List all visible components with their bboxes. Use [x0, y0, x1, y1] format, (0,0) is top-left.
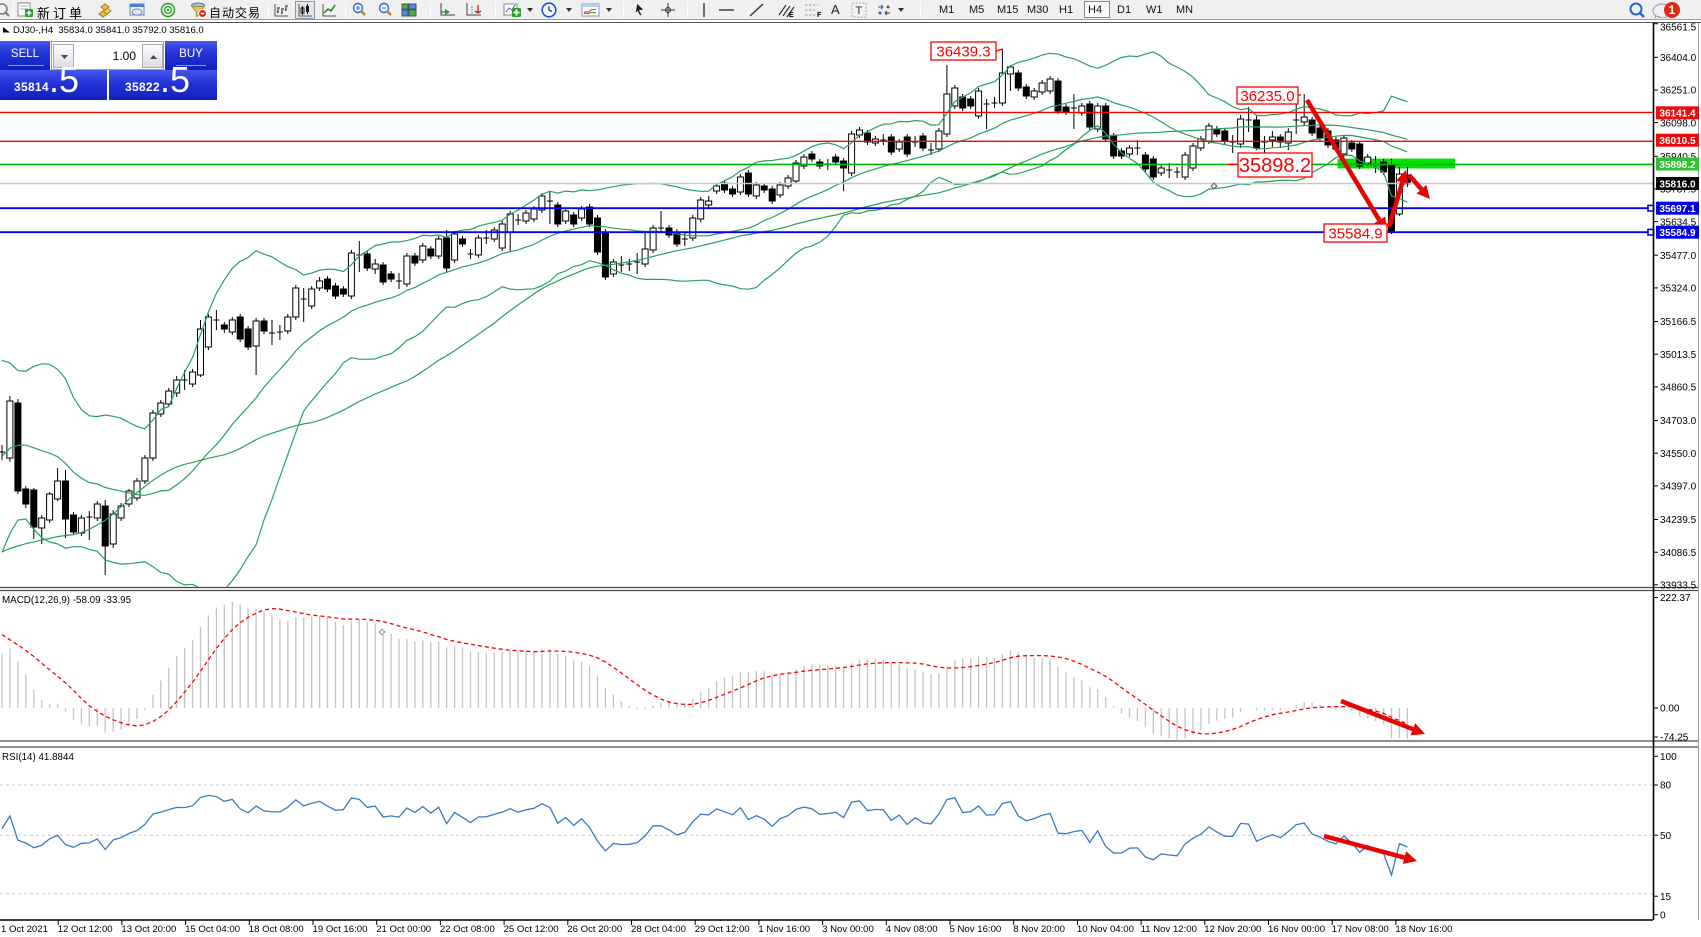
svg-text:25 Oct 12:00: 25 Oct 12:00	[504, 924, 559, 935]
svg-text:29 Oct 12:00: 29 Oct 12:00	[695, 924, 750, 935]
svg-text:T: T	[856, 5, 863, 17]
svg-text:0: 0	[1660, 910, 1666, 921]
svg-text:15: 15	[1660, 892, 1672, 903]
svg-text:12 Nov 20:00: 12 Nov 20:00	[1204, 924, 1261, 935]
svg-text:36235.0: 36235.0	[1240, 88, 1294, 105]
svg-text:26 Oct 20:00: 26 Oct 20:00	[567, 924, 622, 935]
svg-text:8 Nov 20:00: 8 Nov 20:00	[1013, 924, 1065, 935]
svg-text:34860.5: 34860.5	[1660, 383, 1697, 394]
svg-text:100: 100	[1660, 752, 1677, 763]
svg-text:36439.3: 36439.3	[936, 43, 990, 60]
svg-text:28 Oct 04:00: 28 Oct 04:00	[631, 924, 686, 935]
svg-text:34086.5: 34086.5	[1660, 548, 1697, 559]
svg-text:13 Oct 20:00: 13 Oct 20:00	[121, 924, 176, 935]
svg-text:5 Nov 16:00: 5 Nov 16:00	[950, 924, 1002, 935]
svg-text:17 Nov 08:00: 17 Nov 08:00	[1332, 924, 1389, 935]
svg-text:34239.5: 34239.5	[1660, 515, 1697, 526]
svg-text:36141.4: 36141.4	[1659, 109, 1696, 120]
svg-text:19 Oct 16:00: 19 Oct 16:00	[313, 924, 368, 935]
svg-text:35898.2: 35898.2	[1239, 155, 1311, 177]
svg-text:222.37: 222.37	[1660, 593, 1691, 604]
svg-text:35324.0: 35324.0	[1660, 284, 1697, 295]
svg-text:DJ30-,H4 35834.0 35841.0 3579: DJ30-,H4 35834.0 35841.0 35792.0 35816.0	[13, 25, 204, 36]
svg-text:35584.9: 35584.9	[1659, 228, 1696, 239]
svg-text:0.00: 0.00	[1660, 704, 1680, 715]
svg-text:3 Nov 00:00: 3 Nov 00:00	[822, 924, 874, 935]
svg-text:E: E	[789, 12, 794, 18]
svg-text:21 Oct 00:00: 21 Oct 00:00	[376, 924, 431, 935]
svg-text:35816.0: 35816.0	[1659, 179, 1696, 190]
svg-text:22 Oct 08:00: 22 Oct 08:00	[440, 924, 495, 935]
svg-text:MACD(12,26,9) -58.09 -33.95: MACD(12,26,9) -58.09 -33.95	[2, 595, 132, 606]
svg-text:1 Nov 16:00: 1 Nov 16:00	[758, 924, 810, 935]
svg-text:35584.9: 35584.9	[1328, 225, 1382, 242]
svg-text:34703.0: 34703.0	[1660, 416, 1697, 427]
svg-text:36010.5: 36010.5	[1659, 136, 1696, 147]
svg-text:18 Oct 08:00: 18 Oct 08:00	[249, 924, 304, 935]
svg-text:36561.5: 36561.5	[1660, 23, 1697, 34]
svg-text:11 Nov 12:00: 11 Nov 12:00	[1141, 924, 1197, 935]
svg-text:35697.1: 35697.1	[1659, 204, 1696, 215]
svg-text:35898.2: 35898.2	[1659, 160, 1696, 171]
svg-text:34397.0: 34397.0	[1660, 482, 1697, 493]
svg-text:10 Nov 04:00: 10 Nov 04:00	[1077, 924, 1134, 935]
svg-text:35013.5: 35013.5	[1660, 350, 1697, 361]
svg-text:35634.5: 35634.5	[1660, 217, 1697, 228]
svg-text:12 Oct 12:00: 12 Oct 12:00	[58, 924, 113, 935]
svg-text:50: 50	[1660, 831, 1672, 842]
svg-text:1 Oct 2021: 1 Oct 2021	[1, 924, 48, 935]
svg-text:35166.5: 35166.5	[1660, 317, 1697, 328]
svg-text:18 Nov 16:00: 18 Nov 16:00	[1395, 924, 1452, 935]
svg-text:1: 1	[1669, 3, 1676, 17]
svg-text:36404.0: 36404.0	[1660, 53, 1697, 64]
svg-text:33933.5: 33933.5	[1660, 581, 1697, 592]
svg-text:34550.0: 34550.0	[1660, 449, 1697, 460]
svg-text:16 Nov 00:00: 16 Nov 00:00	[1268, 924, 1325, 935]
svg-text:36251.0: 36251.0	[1660, 86, 1697, 97]
svg-text:RSI(14) 41.8844: RSI(14) 41.8844	[2, 752, 74, 763]
svg-text:F: F	[817, 12, 822, 18]
svg-text:36098.0: 36098.0	[1660, 118, 1697, 129]
svg-text:35477.0: 35477.0	[1660, 251, 1697, 262]
svg-text:35787.5: 35787.5	[1660, 185, 1697, 196]
svg-text:15 Oct 04:00: 15 Oct 04:00	[185, 924, 240, 935]
svg-text:80: 80	[1660, 781, 1672, 792]
svg-text:-74.25: -74.25	[1660, 733, 1689, 744]
svg-text:4 Nov 08:00: 4 Nov 08:00	[886, 924, 938, 935]
